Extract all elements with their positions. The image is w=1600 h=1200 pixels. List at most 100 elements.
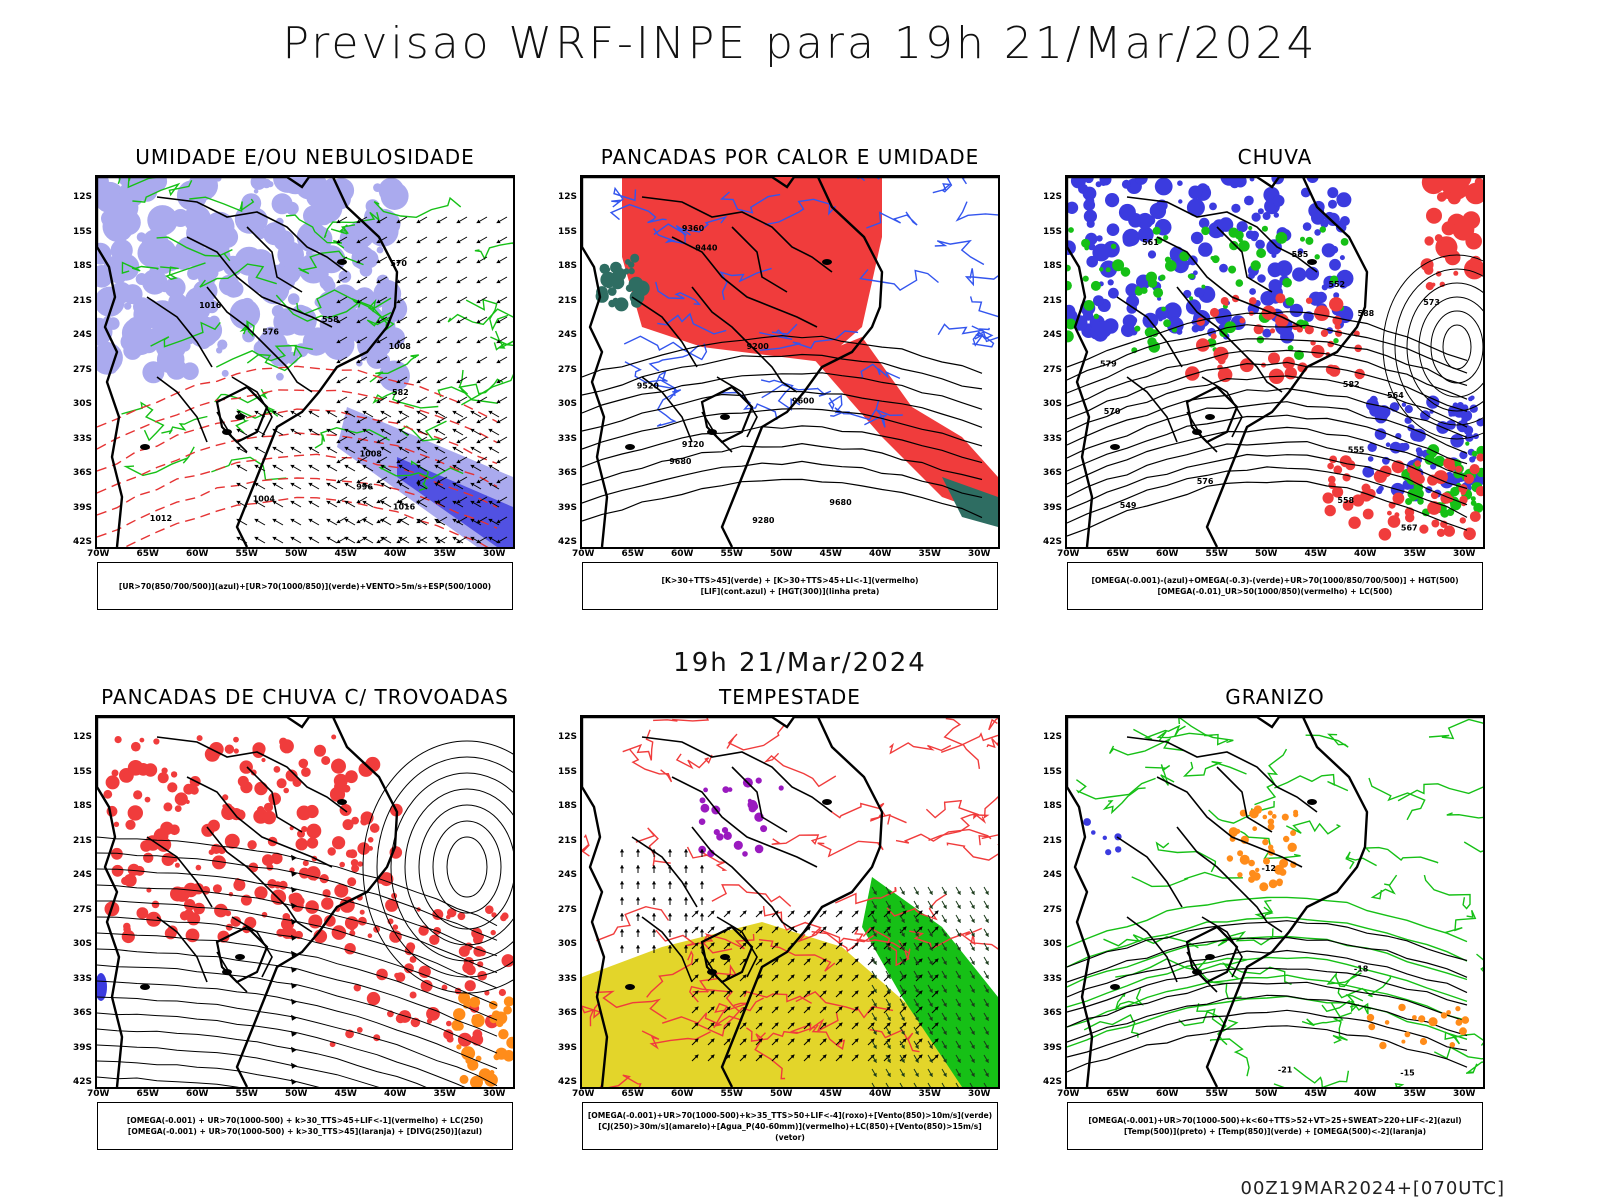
lat-tick-label: 30S [558,939,578,949]
map-canvas: -12 -15 -18 -21 [1067,717,1483,1087]
wind-vectors [619,849,705,953]
lon-tick-label: 70W [572,549,595,559]
lat-tick-label: 15S [558,226,578,237]
contour-label: 582 [392,388,409,397]
lat-tick-label: 24S [558,330,578,340]
legend-line: [CJ(250)>30m/s](amarelo)+[Agua_P(40-60mm… [598,1121,982,1142]
lon-tick-label: 45W [819,1089,842,1099]
lake [707,969,717,975]
shaded-area [1226,805,1299,892]
contour-label: 567 [1401,524,1418,533]
lat-tick-label: 30S [1043,399,1063,409]
contour-label: 9520 [637,381,660,390]
lat-tick-label: 27S [73,364,93,375]
contour-label: 1008 [389,342,412,351]
legend-line: [OMEGA(-0.001)+UR>70(1000-500)+k>35_TTS>… [587,1110,993,1120]
lon-tick-label: 55W [720,549,743,559]
lake [1192,429,1202,435]
coastline [97,177,513,547]
lat-tick-label: 36S [1043,468,1063,478]
contour-label: 549 [1120,501,1137,510]
lon-tick-label: 60W [671,549,694,559]
lat-tick-label: 12S [1043,192,1063,202]
lat-tick-label: 42S [558,537,578,547]
lon-tick-label: 40W [1354,549,1377,559]
lon-tick-label: 50W [285,549,308,559]
lake [140,444,150,450]
lat-tick-label: 36S [73,1008,93,1018]
lake [1110,984,1120,990]
contour-label: 558 [1337,496,1354,505]
lat-tick-label: 12S [73,192,93,202]
legend-line: [OMEGA(-0.001)+UR>70(1000-500)+k<60+TTS>… [1088,1116,1462,1125]
lat-tick-label: 21S [558,295,578,306]
lake [625,984,635,990]
contour-lines [97,365,498,547]
lat-tick-label: 27S [73,904,93,915]
lat-tick-label: 27S [558,904,578,915]
lat-tick-label: 42S [1043,537,1063,547]
lat-tick-label: 42S [1043,1077,1063,1087]
lon-tick-label: 70W [1057,1089,1080,1099]
uruguay-border [1185,385,1239,444]
lat-tick-label: 24S [73,870,93,880]
lat-tick-label: 18S [73,801,93,811]
lat-tick-label: 21S [73,835,93,846]
panel-legend: [OMEGA(-0.001)+UR>70(1000-500)+k<60+TTS>… [1067,1102,1483,1150]
contour-label: 588 [1358,309,1375,318]
lat-tick-label: 15S [1043,766,1063,777]
wiggly-contours [1075,717,1483,1087]
lon-tick-label: 40W [384,549,407,559]
lat-tick-label: 18S [1043,261,1063,271]
lon-tick-label: 55W [720,1089,743,1099]
lon-tick-label: 50W [770,1089,793,1099]
mid-title: 19h 21/Mar/2024 [673,648,927,678]
contour-label: 9120 [682,440,705,449]
lat-tick-label: 24S [73,330,93,340]
lake [1307,799,1317,805]
contour-label: 1008 [360,450,383,459]
lon-tick-label: 50W [285,1089,308,1099]
lat-tick-label: 36S [1043,1008,1063,1018]
map-frame: 588 585 582 579 576 573 570 567 564 561 558 555 552 5… [1065,175,1485,549]
contour-label: 585 [1292,250,1309,259]
lon-tick-label: 30W [483,549,506,559]
lat-tick-label: 27S [1043,904,1063,915]
panel-title: CHUVA [1237,145,1313,169]
contour-label: 552 [1328,280,1345,289]
panel-tempestade: TEMPESTADE 12S 15S 18S 21S 24S 27S 30S 33S 36S 39S… [550,685,1030,1165]
lon-tick-label: 40W [869,549,892,559]
lat-tick-label: 21S [73,295,93,306]
lat-tick-label: 24S [558,870,578,880]
panel-legend: [OMEGA(-0.001)+UR>70(1000-500)+k>35_TTS>… [582,1102,998,1150]
lon-tick-label: 45W [819,549,842,559]
lake [1307,259,1317,265]
contour-lines [582,334,983,522]
lat-tick-label: 33S [1043,433,1063,444]
lake [720,414,730,420]
uruguay-border [700,385,754,444]
lat-tick-label: 12S [558,732,578,742]
lat-tick-label: 27S [1043,364,1063,375]
lon-tick-label: 55W [1205,1089,1228,1099]
map-frame [580,715,1000,1089]
contour-label: -15 [1400,1069,1415,1078]
panel-chuva: CHUVA 588 585 582 579 576 573 570 567 564 561 558 55… [1035,145,1515,625]
lat-tick-label: 33S [73,433,93,444]
contour-label: 9200 [747,342,770,351]
lake [235,414,245,420]
lon-tick-label: 35W [918,549,941,559]
lake [1205,414,1215,420]
contour-label: 564 [1387,391,1404,400]
lat-tick-label: 24S [1043,330,1063,340]
panel-umidade: UMIDADE E/OU NEBULOSIDADE 1008 1008 1012 101… [65,145,545,625]
lake [707,429,717,435]
lon-tick-label: 45W [1304,549,1327,559]
lon-tick-label: 50W [1255,549,1278,559]
wind-vectors [691,910,939,1062]
lon-tick-label: 55W [235,1089,258,1099]
lon-tick-label: 30W [968,549,991,559]
lon-tick-label: 30W [968,1089,991,1099]
contour-label: 1004 [253,495,276,504]
lat-tick-label: 39S [73,1042,93,1053]
